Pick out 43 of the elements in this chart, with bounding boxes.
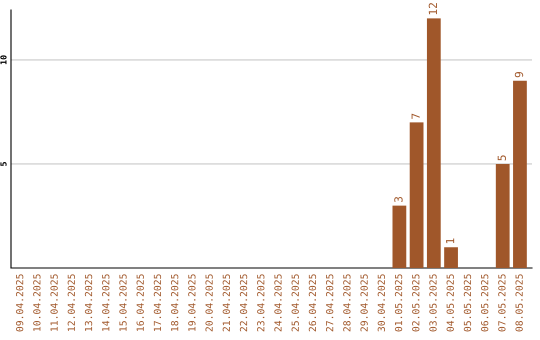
x-tick-label: 11.04.2025 (50, 274, 58, 331)
bar (392, 206, 406, 268)
bar (444, 247, 458, 268)
x-tick-label: 13.04.2025 (84, 274, 92, 331)
x-tick-label: 09.04.2025 (16, 274, 24, 332)
x-tick-label: 18.04.2025 (170, 274, 178, 331)
x-tick-label: 07.05.2025 (498, 274, 506, 332)
x-tick-label: 17.04.2025 (154, 274, 162, 331)
x-tick-label: 29.04.2025 (360, 274, 368, 332)
bar (496, 164, 510, 268)
x-tick-label: 27.04.2025 (326, 274, 334, 332)
x-tick-label: 10.04.2025 (33, 274, 41, 331)
data-label: 1 (446, 238, 454, 244)
x-tick-label: 02.05.2025 (412, 274, 420, 332)
data-label: 9 (514, 72, 524, 78)
x-tick-label: 20.04.2025 (205, 274, 213, 332)
x-tick-label: 04.05.2025 (446, 274, 454, 332)
x-tick-label: 23.04.2025 (257, 274, 264, 332)
data-label: 12 (428, 3, 437, 14)
bar (410, 122, 424, 268)
bar (513, 80, 527, 268)
x-tick-label: 08.05.2025 (515, 274, 523, 332)
data-label: 3 (394, 196, 403, 202)
x-tick-label: 21.04.2025 (222, 274, 230, 332)
x-tick-label: 30.04.2025 (378, 274, 386, 332)
x-tick-label: 15.04.2025 (119, 274, 127, 331)
data-label: 7 (412, 114, 420, 119)
x-tick-label: 25.04.2025 (292, 274, 299, 332)
data-label: 5 (498, 155, 506, 160)
bar (426, 18, 441, 268)
x-tick-label: 19.04.2025 (188, 274, 196, 331)
x-tick-label: 03.05.2025 (429, 274, 437, 332)
x-tick-label: 22.04.2025 (240, 274, 248, 332)
x-tick-label: 12.04.2025 (68, 274, 75, 331)
x-tick-label: 01.05.2025 (394, 274, 402, 332)
y-tick-label: 10 (0, 55, 7, 64)
x-tick-label: 28.04.2025 (343, 274, 351, 332)
x-tick-label: 24.04.2025 (274, 274, 282, 332)
x-tick-label: 06.05.2025 (480, 274, 488, 332)
x-tick-label: 05.05.2025 (464, 274, 472, 332)
x-tick-label: 26.04.2025 (308, 274, 316, 332)
x-tick-label: 14.04.2025 (102, 274, 110, 331)
x-tick-label: 16.04.2025 (136, 274, 144, 331)
